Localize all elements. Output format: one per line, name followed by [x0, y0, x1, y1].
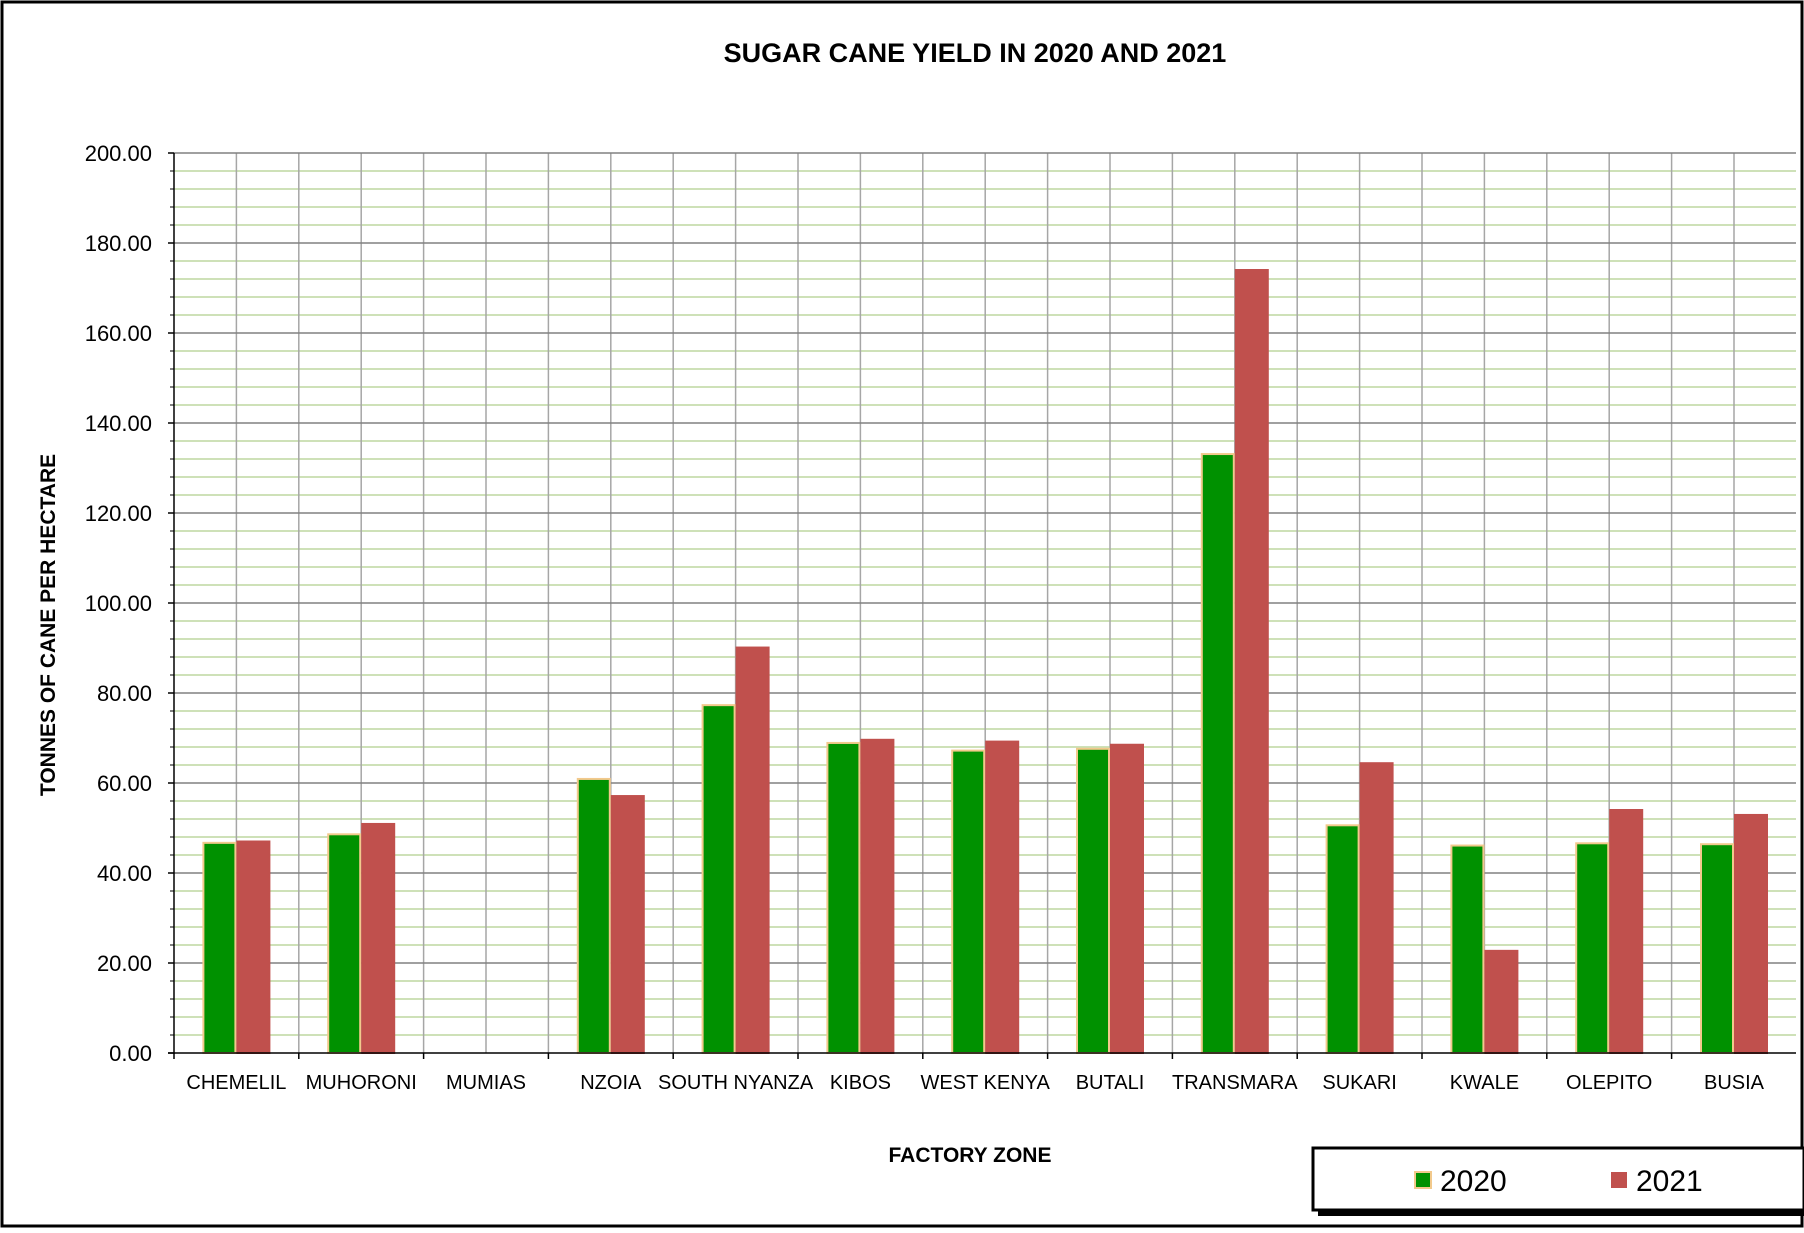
legend-swatch-2021 — [1611, 1172, 1627, 1188]
y-tick-label: 200.00 — [85, 141, 152, 166]
bar-2020-kibos — [826, 741, 861, 1054]
y-tick-label: 0.00 — [109, 1041, 152, 1066]
y-tick-label: 140.00 — [85, 411, 152, 436]
y-tick-label: 100.00 — [85, 591, 152, 616]
bar-2021-muhoroni — [361, 822, 396, 1055]
bar-2020-south-nyanza — [701, 704, 736, 1055]
legend-swatch-2020 — [1414, 1171, 1432, 1189]
axes: 0.00 20.00 40.00 60.00 80.00 100.00 120.00 140.… — [85, 141, 1796, 1094]
bar-2020-butali — [1076, 747, 1110, 1054]
bar-2020-transmara — [1200, 453, 1235, 1054]
y-tick-label: 160.00 — [85, 321, 152, 346]
y-tick-label: 120.00 — [85, 501, 152, 526]
bar-2020-busia — [1700, 843, 1734, 1055]
x-tick-label: NZOIA — [580, 1072, 642, 1094]
x-tick-label: CHEMELIL — [186, 1072, 286, 1094]
bar-2021-olepito — [1609, 809, 1644, 1054]
x-tick-label: SUKARI — [1322, 1072, 1396, 1094]
bar-2021-south-nyanza — [735, 646, 770, 1054]
chart-title: SUGAR CANE YIELD IN 2020 AND 2021 — [724, 38, 1227, 68]
x-tick-label: BUTALI — [1076, 1072, 1145, 1094]
bar-2020-kwale — [1450, 844, 1485, 1054]
legend-label-2020: 2020 — [1440, 1165, 1507, 1198]
y-tick-label: 80.00 — [97, 681, 152, 706]
bar-2020-sukari — [1325, 824, 1360, 1054]
x-tick-label: KWALE — [1450, 1072, 1519, 1094]
y-tick-label: 60.00 — [97, 771, 152, 796]
y-axis-label: TONNES OF CANE PER HECTARE — [37, 454, 60, 796]
bar-2021-transmara — [1234, 269, 1269, 1054]
x-tick-label: TRANSMARA — [1172, 1072, 1298, 1094]
x-axis-label: FACTORY ZONE — [889, 1144, 1052, 1167]
x-tick-label: SOUTH NYANZA — [658, 1072, 814, 1094]
x-tick-label: MUHORONI — [306, 1072, 417, 1094]
bar-2021-kwale — [1484, 949, 1519, 1054]
bar-2020-muhoroni — [327, 833, 362, 1054]
bar-2021-kibos — [860, 738, 895, 1054]
legend: 2020 2021 — [1311, 1146, 1804, 1216]
y-tick-label: 40.00 — [97, 861, 152, 886]
bars — [202, 269, 1768, 1055]
bar-2021-busia — [1734, 813, 1768, 1055]
y-tick-label: 20.00 — [97, 951, 152, 976]
x-tick-label: WEST KENYA — [921, 1072, 1051, 1094]
bar-2020-chemelil — [202, 841, 237, 1054]
x-tick-label: OLEPITO — [1566, 1072, 1652, 1094]
bar-2021-sukari — [1359, 762, 1394, 1054]
bar-2021-west-kenya — [985, 740, 1020, 1054]
bar-2021-nzoia — [610, 795, 645, 1054]
bar-2020-olepito — [1575, 842, 1610, 1054]
bar-2020-west-kenya — [951, 749, 986, 1054]
x-tick-label: MUMIAS — [446, 1072, 526, 1094]
bar-2021-chemelil — [236, 840, 271, 1054]
x-tick-label: KIBOS — [830, 1072, 891, 1094]
bar-2021-butali — [1110, 743, 1144, 1054]
legend-label-2021: 2021 — [1636, 1165, 1703, 1198]
y-tick-label: 180.00 — [85, 231, 152, 256]
legend-box — [1311, 1146, 1804, 1212]
bar-2020-nzoia — [576, 777, 611, 1054]
x-tick-label: BUSIA — [1704, 1072, 1765, 1094]
